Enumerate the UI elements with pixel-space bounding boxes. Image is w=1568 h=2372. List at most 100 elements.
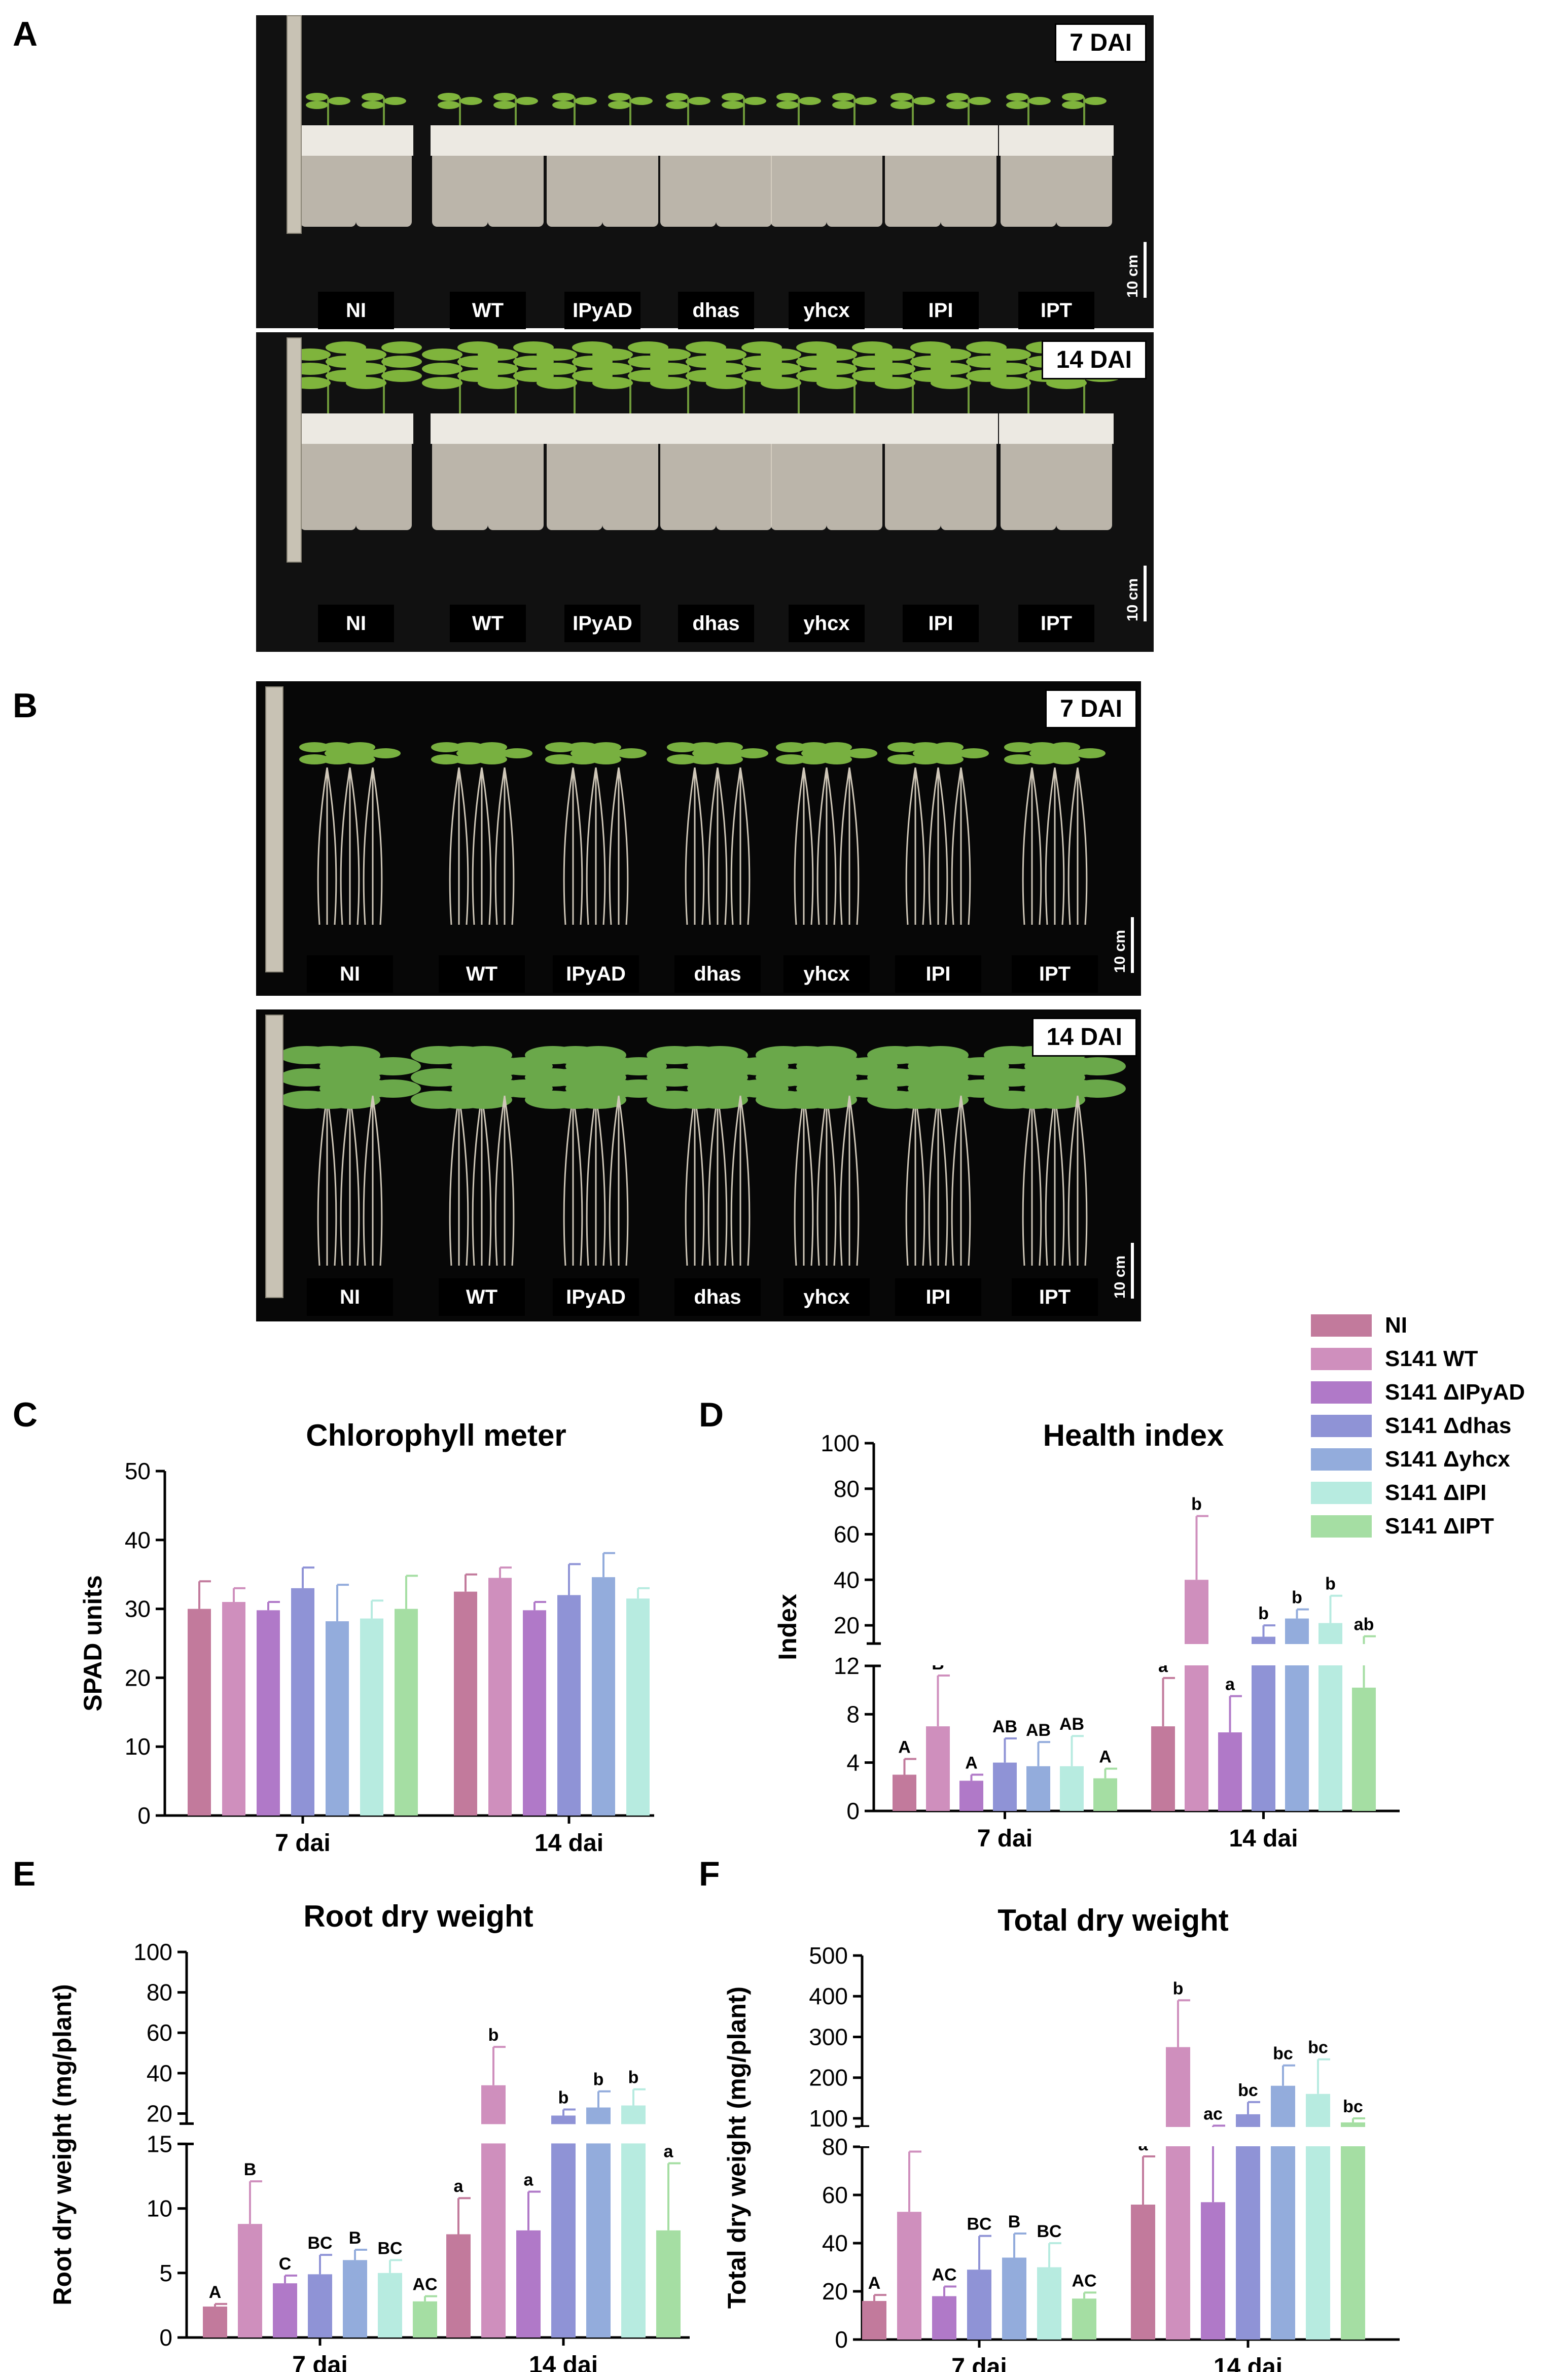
leaf bbox=[913, 1068, 969, 1087]
significance-letter: a bbox=[1225, 1675, 1235, 1694]
bar bbox=[1166, 2047, 1190, 2340]
root bbox=[730, 767, 741, 925]
root bbox=[839, 1095, 850, 1266]
bar bbox=[188, 1609, 211, 1816]
leaf bbox=[381, 356, 422, 368]
root bbox=[960, 1095, 971, 1266]
leaf bbox=[890, 93, 913, 101]
leaf bbox=[969, 97, 991, 105]
bar bbox=[308, 2274, 332, 2338]
chart-title: Total dry weight bbox=[997, 1903, 1229, 1937]
root bbox=[449, 1095, 460, 1266]
significance-letter: b bbox=[1258, 1604, 1269, 1623]
treatment-label-ni: NI bbox=[318, 605, 394, 642]
root bbox=[794, 1095, 805, 1266]
leaf bbox=[1084, 97, 1107, 105]
root bbox=[363, 767, 374, 925]
y-tick-label: 200 bbox=[809, 2065, 848, 2091]
leaf bbox=[776, 754, 806, 764]
treatment-label-yhcx: yhcx bbox=[783, 955, 870, 993]
panel-letter-b: B bbox=[13, 686, 38, 725]
root bbox=[960, 767, 971, 925]
leaf bbox=[325, 1046, 380, 1064]
leaf bbox=[910, 742, 941, 752]
leaf bbox=[552, 101, 575, 109]
root bbox=[595, 767, 606, 925]
leaf bbox=[346, 348, 386, 361]
significance-letter: b bbox=[1173, 1979, 1184, 1998]
legend-swatch bbox=[1311, 1348, 1372, 1370]
pot-cover bbox=[354, 125, 413, 156]
root bbox=[951, 1095, 962, 1266]
bar bbox=[551, 2115, 576, 2338]
leaf bbox=[477, 754, 507, 764]
leaf bbox=[545, 754, 576, 764]
leaf bbox=[431, 754, 461, 764]
pot-cover bbox=[715, 413, 773, 444]
root bbox=[504, 1095, 515, 1266]
leaf bbox=[454, 754, 484, 764]
leaf bbox=[875, 363, 915, 375]
bar bbox=[523, 1610, 546, 1816]
bar bbox=[897, 2212, 921, 2340]
leaf bbox=[832, 93, 854, 101]
leaf bbox=[381, 341, 422, 354]
bar bbox=[413, 2301, 437, 2338]
treatment-label-ipi: IPI bbox=[895, 1278, 981, 1316]
root bbox=[1067, 1095, 1079, 1266]
leaf bbox=[345, 754, 375, 764]
leaf bbox=[832, 101, 854, 109]
leaf bbox=[801, 1046, 857, 1064]
root bbox=[317, 1095, 328, 1266]
leaf bbox=[630, 97, 653, 105]
leaf bbox=[990, 377, 1031, 389]
leaf bbox=[325, 1068, 380, 1087]
root bbox=[586, 1095, 597, 1266]
root bbox=[326, 1095, 337, 1266]
legend-label: S141 ΔIPI bbox=[1385, 1480, 1487, 1505]
leaf bbox=[799, 754, 829, 764]
significance-letter: BC bbox=[1037, 2222, 1061, 2241]
root bbox=[363, 1095, 374, 1266]
leaf bbox=[722, 93, 744, 101]
y-tick-label: 100 bbox=[809, 2105, 848, 2132]
y-axis-label: SPAD units bbox=[79, 1575, 107, 1712]
leaf bbox=[712, 754, 743, 764]
bar bbox=[862, 2300, 886, 2340]
leaf bbox=[381, 370, 422, 382]
pot-cover bbox=[939, 413, 998, 444]
y-tick-label: 0 bbox=[159, 2324, 172, 2351]
leaf bbox=[854, 97, 877, 105]
leaf bbox=[552, 93, 575, 101]
root bbox=[494, 767, 506, 925]
leaf bbox=[1027, 742, 1057, 752]
axis-break-band bbox=[201, 2124, 448, 2144]
axis-break-band bbox=[1129, 2126, 1376, 2146]
treatment-label-ipyad: IPyAD bbox=[553, 1278, 639, 1316]
y-tick-label: 10 bbox=[147, 2195, 172, 2222]
leaf bbox=[761, 348, 801, 361]
bar bbox=[291, 1588, 314, 1816]
leaf bbox=[478, 348, 518, 361]
leaf bbox=[608, 93, 630, 101]
y-tick-label: 12 bbox=[834, 1653, 860, 1679]
significance-letter: b bbox=[1191, 1495, 1202, 1514]
x-tick-label: 7 dai bbox=[292, 2352, 347, 2372]
root bbox=[694, 767, 705, 925]
panel-letter-d: D bbox=[699, 1396, 724, 1434]
leaf bbox=[847, 748, 877, 758]
significance-letter: ab bbox=[1354, 1615, 1374, 1634]
treatment-label-ipt: IPT bbox=[1018, 292, 1094, 329]
bar bbox=[1218, 1732, 1242, 1811]
root bbox=[340, 767, 351, 925]
root bbox=[340, 1095, 351, 1266]
bar bbox=[257, 1610, 280, 1816]
bar bbox=[378, 2273, 402, 2338]
significance-letter: A bbox=[965, 1753, 978, 1772]
legend-item: S141 ΔIPT bbox=[1311, 1510, 1525, 1543]
bar bbox=[621, 2105, 646, 2338]
legend-label: S141 Δyhcx bbox=[1385, 1447, 1510, 1472]
root bbox=[372, 767, 383, 925]
leaf bbox=[666, 93, 688, 101]
scale-bar bbox=[1144, 242, 1147, 298]
